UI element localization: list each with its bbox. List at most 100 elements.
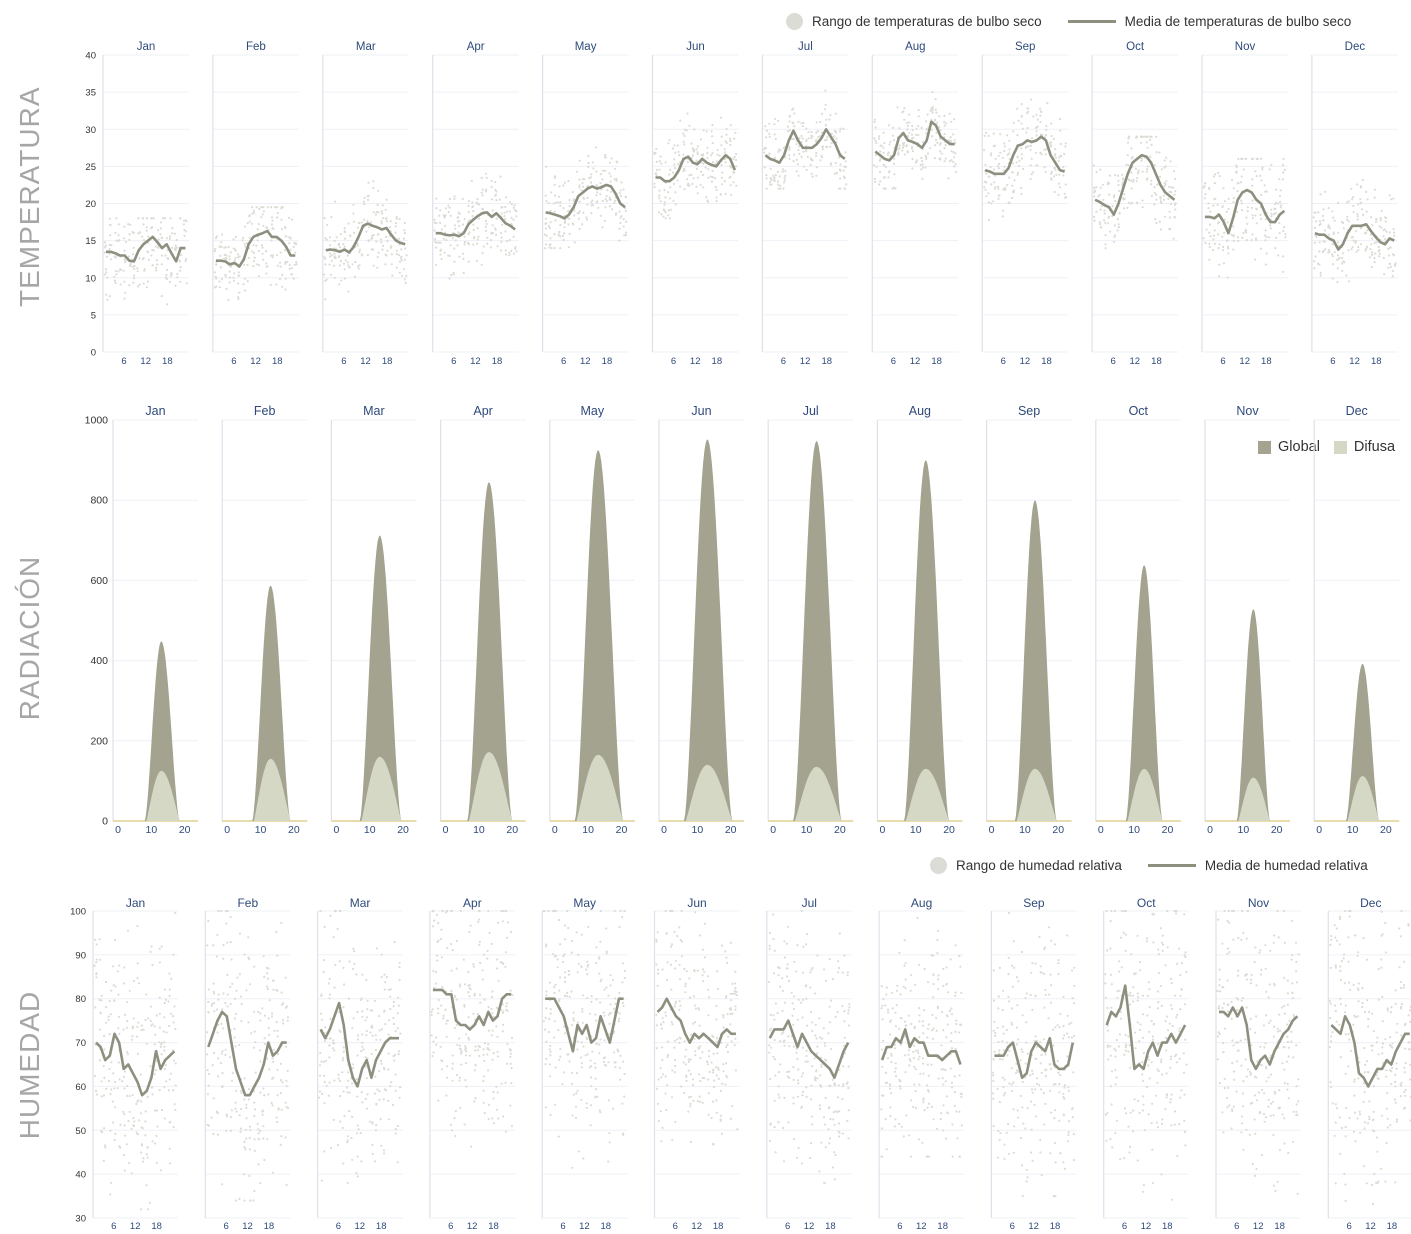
temperature-range-point <box>1273 213 1276 216</box>
temperature-range-point <box>1149 138 1152 141</box>
temperature-range-point <box>115 273 118 276</box>
temperature-range-point <box>704 166 707 169</box>
temperature-range-point <box>1035 134 1038 137</box>
temperature-range-point <box>709 175 712 178</box>
temperature-range-point <box>845 183 848 186</box>
temperature-range-point <box>385 220 389 223</box>
humidity-range-point <box>350 1137 353 1140</box>
humidity-range-point <box>463 1003 466 1007</box>
temperature-range-point <box>834 161 837 165</box>
temperature-range-point <box>450 274 453 277</box>
temperature-range-point <box>568 198 571 202</box>
humidity-range-point <box>465 1085 468 1088</box>
temperature-range-point <box>931 91 934 94</box>
temperature-range-point <box>1226 245 1230 248</box>
temperature-range-point <box>505 196 508 199</box>
temperature-range-point <box>1322 240 1325 243</box>
temperature-range-point <box>891 134 895 137</box>
humidity-range-point <box>692 1022 695 1025</box>
humidity-range-point <box>585 1036 588 1039</box>
humidity-range-point <box>153 1142 157 1145</box>
temperature-mean-legend-label: Media de temperaturas de bulbo seco <box>1124 14 1352 29</box>
temperature-range-point <box>508 251 511 254</box>
humidity-month-label: Feb <box>237 896 258 910</box>
humidity-range-point <box>935 1017 938 1020</box>
temperature-range-point <box>729 143 732 147</box>
humidity-range-point <box>243 1199 246 1202</box>
temperature-range-point <box>185 219 188 222</box>
temperature-range-point <box>1006 184 1009 187</box>
temperature-range-point <box>284 226 287 230</box>
temperature-range-point <box>170 246 174 249</box>
temperature-range-point <box>581 182 584 185</box>
temperature-range-point <box>788 148 791 151</box>
temperature-range-point <box>1226 221 1229 224</box>
temperature-range-point <box>1278 178 1281 181</box>
temperature-range-point <box>330 254 333 257</box>
humidity-range-point <box>280 1003 284 1006</box>
humidity-range-point <box>104 980 108 984</box>
humidity-range-point <box>703 922 707 925</box>
temperature-y-tick-label: 35 <box>85 88 96 99</box>
humidity-range-point <box>113 1138 116 1142</box>
humidity-range-point <box>889 1087 892 1090</box>
humidity-range-point <box>1003 1078 1006 1081</box>
humidity-range-point <box>486 1047 489 1050</box>
temperature-range-point <box>1365 210 1368 213</box>
temperature-range-point <box>1282 270 1285 273</box>
humidity-range-point <box>140 1151 143 1154</box>
humidity-range-point <box>456 1043 459 1046</box>
temperature-range-point <box>398 218 401 221</box>
humidity-range-point <box>248 1148 252 1151</box>
temperature-range-point <box>1282 255 1285 258</box>
humidity-range-point <box>259 1182 262 1185</box>
temperature-range-point <box>115 217 118 220</box>
humidity-y-tick-label: 40 <box>75 1170 86 1181</box>
humidity-range-point <box>895 989 899 992</box>
humidity-range-point <box>836 1096 840 1099</box>
humidity-range-point <box>708 996 711 999</box>
temperature-range-point <box>333 239 336 243</box>
temperature-range-point <box>266 265 269 268</box>
temperature-range-point <box>1359 243 1363 246</box>
temperature-range-point <box>1092 164 1095 167</box>
humidity-range-point <box>910 1099 913 1102</box>
humidity-range-point <box>731 982 734 985</box>
diffuse-area <box>361 756 402 821</box>
temperature-range-point <box>495 233 498 236</box>
temperature-range-point <box>655 168 659 171</box>
humidity-range-point <box>580 1066 583 1069</box>
humidity-range-point <box>834 1153 837 1157</box>
humidity-range-point <box>144 1134 147 1137</box>
temperature-range-point <box>105 255 108 258</box>
humidity-x-tick-label: 12 <box>691 1221 702 1232</box>
humidity-range-point <box>678 963 681 966</box>
humidity-range-point <box>144 1110 147 1113</box>
humidity-range-point <box>1007 1152 1011 1155</box>
temperature-range-point <box>1123 193 1126 196</box>
humidity-range-point <box>392 1000 395 1004</box>
temperature-range-point <box>270 223 274 226</box>
temperature-range-point <box>921 159 924 163</box>
humidity-range-point <box>590 995 593 998</box>
temperature-range-point <box>939 129 942 132</box>
humidity-range-point <box>373 1092 377 1095</box>
temperature-range-point <box>610 157 613 160</box>
temperature-range-point <box>157 238 160 241</box>
temperature-range-point <box>878 135 881 138</box>
humidity-range-point <box>949 1067 952 1070</box>
temperature-range-point <box>243 242 246 245</box>
temperature-range-point <box>1150 179 1153 182</box>
temperature-range-point <box>340 279 343 282</box>
humidity-range-point <box>130 1127 133 1130</box>
humidity-range-point <box>992 969 995 972</box>
humidity-range-point <box>239 1127 242 1130</box>
humidity-range-point <box>778 1096 781 1099</box>
temperature-range-point <box>133 267 136 270</box>
humidity-range-point <box>689 1102 692 1105</box>
humidity-range-point <box>365 978 368 982</box>
radiation-x-tick-label: 0 <box>1316 824 1322 836</box>
humidity-range-point <box>277 1108 280 1111</box>
temperature-range-point <box>1317 211 1320 214</box>
humidity-range-point <box>285 1183 288 1187</box>
